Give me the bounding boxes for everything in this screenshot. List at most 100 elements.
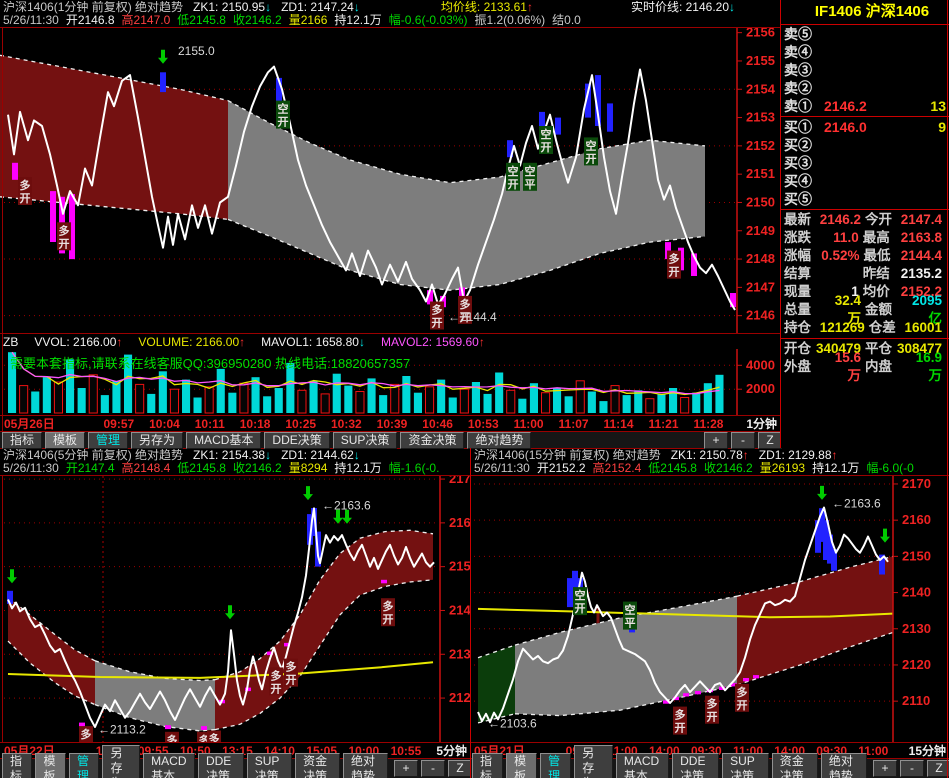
ohlc-segment: 高2148.4 [121,461,171,475]
svg-text:2156: 2156 [746,27,775,40]
stat-label: 平仓 [865,341,892,356]
svg-text:开: 开 [432,317,443,330]
tab-sup-decision[interactable]: SUP决策 [246,752,293,778]
zoom-out-button[interactable]: - [421,760,445,777]
zoom-out-button[interactable]: - [900,760,924,777]
tab-template[interactable]: 模板 [45,431,86,449]
svg-text:开: 开 [59,237,70,250]
order-book-row: 买③ [781,154,949,172]
tab-dde-decision[interactable]: DDE决策 [672,752,720,778]
compress-button[interactable]: Z [758,431,782,449]
tab-macd-basic[interactable]: MACD基本 [186,431,262,449]
tab-absolute-trend[interactable]: 绝对趋势 [820,752,867,778]
volume-indicator-header: ZB VVOL: 2166.00↑ VOLUME: 2166.00↑ MAVOL1: … [3,334,735,349]
order-book-row: 买⑤ [781,190,949,208]
tab-dde-decision[interactable]: DDE决策 [197,752,244,778]
tab-fund-decision[interactable]: 资金决策 [295,752,341,778]
svg-text:多: 多 [286,660,297,674]
book-level-label: 卖④ [784,44,812,60]
header-line-1: 沪深1406(15分钟 前复权) 绝对趋势 ZK1: 2150.78↑ ZD1: 2… [474,449,944,462]
zoom-out-button[interactable]: - [731,431,755,449]
period-label[interactable]: 1分钟 [746,417,777,431]
tab-manage[interactable]: 管理 [88,431,129,449]
time-tick-label: 11:07 [558,416,589,431]
divider-line [2,476,3,742]
tab-absolute-trend[interactable]: 绝对趋势 [467,431,532,449]
compress-button[interactable]: Z [448,760,472,777]
book-level-label: 买⑤ [784,191,812,207]
order-book-row: 卖⑤ [781,25,949,43]
svg-text:2120: 2120 [902,657,931,672]
time-tick-label: 10:53 [467,416,499,431]
tab-sup-decision[interactable]: SUP决策 [722,752,769,778]
tab-macd-basic[interactable]: MACD基本 [143,752,195,778]
ohlc-segment: 持12.1万 [334,461,382,475]
tab-fund-decision[interactable]: 资金决策 [400,431,465,449]
up-arrow-icon: ↑ [478,334,485,349]
svg-text:多: 多 [199,733,210,742]
m15-chart-canvas[interactable]: 空开 空平多开多开多开←2103.6←2163.62170216021502140… [470,476,949,742]
tab-sup-decision[interactable]: SUP决策 [332,431,398,449]
time-tick-label: 11:14 [603,416,634,431]
tab-indicator[interactable]: 指标 [2,431,43,449]
stat-row: 持仓 121269 仓差 16001 [781,319,949,337]
svg-text:空: 空 [575,588,586,602]
stat-row: 涨幅 0.52% 最低 2144.4 [781,247,949,265]
quote-panel: IF1406 沪深1406 卖⑤ 卖④ 卖③ 卖② 卖① 2146.2 13 买① 2146.0… [781,0,949,448]
stat-unit: 亿 [928,311,943,326]
stat-value: 0.52% [821,248,860,263]
up-arrow-icon: ↑ [526,1,533,14]
svg-text:2160: 2160 [902,512,931,527]
tab-save-as[interactable]: 另存为 [131,431,184,449]
svg-text:开: 开 [286,674,297,687]
order-book-row: 卖② [781,79,949,97]
tab-save-as[interactable]: 另存为 [574,745,613,778]
tab-template[interactable]: 模板 [506,752,538,778]
quote-body: 卖⑤ 卖④ 卖③ 卖② 卖① 2146.2 13 买① 2146.0 9 买② 买③ 买④ 买⑤ 最新 214… [781,25,949,383]
tab-dde-decision[interactable]: DDE决策 [264,431,330,449]
zoom-in-button[interactable]: + [394,760,418,777]
m5-chart-canvas[interactable]: 多开多开多开多开多开多开多开←2113.2 ←2163.6 2170 2160 2150… [0,476,470,742]
tab-fund-decision[interactable]: 资金决策 [771,752,818,778]
tab-indicator[interactable]: 指标 [2,752,33,778]
zoom-in-button[interactable]: + [873,760,897,777]
divider-line [2,27,3,431]
divider-line [0,333,780,334]
price-axis: 2170 2160 2150 2140 2130 2120 [439,476,470,742]
book-level-label: 买④ [784,173,812,189]
header-line-2: 5/26/11:30 开2146.8 高2147.0 低2145.8 收2146.2 量2… [3,14,735,27]
stat-label: 昨结 [862,266,890,281]
svg-text:空: 空 [586,138,597,152]
tab-absolute-trend[interactable]: 绝对趋势 [343,752,388,778]
tab-template[interactable]: 模板 [35,752,66,778]
indicator-value: ZD1: 2144.62↓ [281,449,360,462]
tab-macd-basic[interactable]: MACD基本 [615,752,670,778]
period-label[interactable]: 15分钟 [908,744,946,758]
tab-indicator[interactable]: 指标 [472,752,504,778]
stat-value: 1 [851,284,859,299]
time-tick-label: 10:55 [390,743,422,758]
ohlc-segment: 量2166 [288,13,328,27]
svg-text:多: 多 [59,223,70,237]
stat-value: 16001 [904,320,942,335]
m15-chart-header: 沪深1406(15分钟 前复权) 绝对趋势 ZK1: 2150.78↑ ZD1: 2… [474,449,944,475]
stat-row: 总量 32.4万 金额 2095亿 [781,293,949,326]
period-label[interactable]: 5分钟 [436,744,467,758]
up-arrow-icon: ↑ [116,334,123,349]
stat-label: 最高 [862,230,890,245]
compress-button[interactable]: Z [927,760,949,777]
tab-save-as[interactable]: 另存为 [102,745,141,778]
stat-label: 现量 [784,284,811,299]
time-tick-label: 10:04 [149,416,180,431]
down-arrow-icon: ↓ [358,334,365,349]
signal-arrows [7,486,352,620]
tab-manage[interactable]: 管理 [68,752,100,778]
tab-manage[interactable]: 管理 [540,752,572,778]
ohlc-segment: 低2145.8 [177,13,226,27]
time-tick-label: 10:18 [239,416,271,431]
zoom-in-button[interactable]: + [704,431,728,449]
stat-label: 持仓 [784,320,811,335]
volume-chart-canvas[interactable]: 4000 2000 [0,349,780,415]
chart-title: 沪深1406(5分钟 前复权) 绝对趋势 [3,449,184,462]
